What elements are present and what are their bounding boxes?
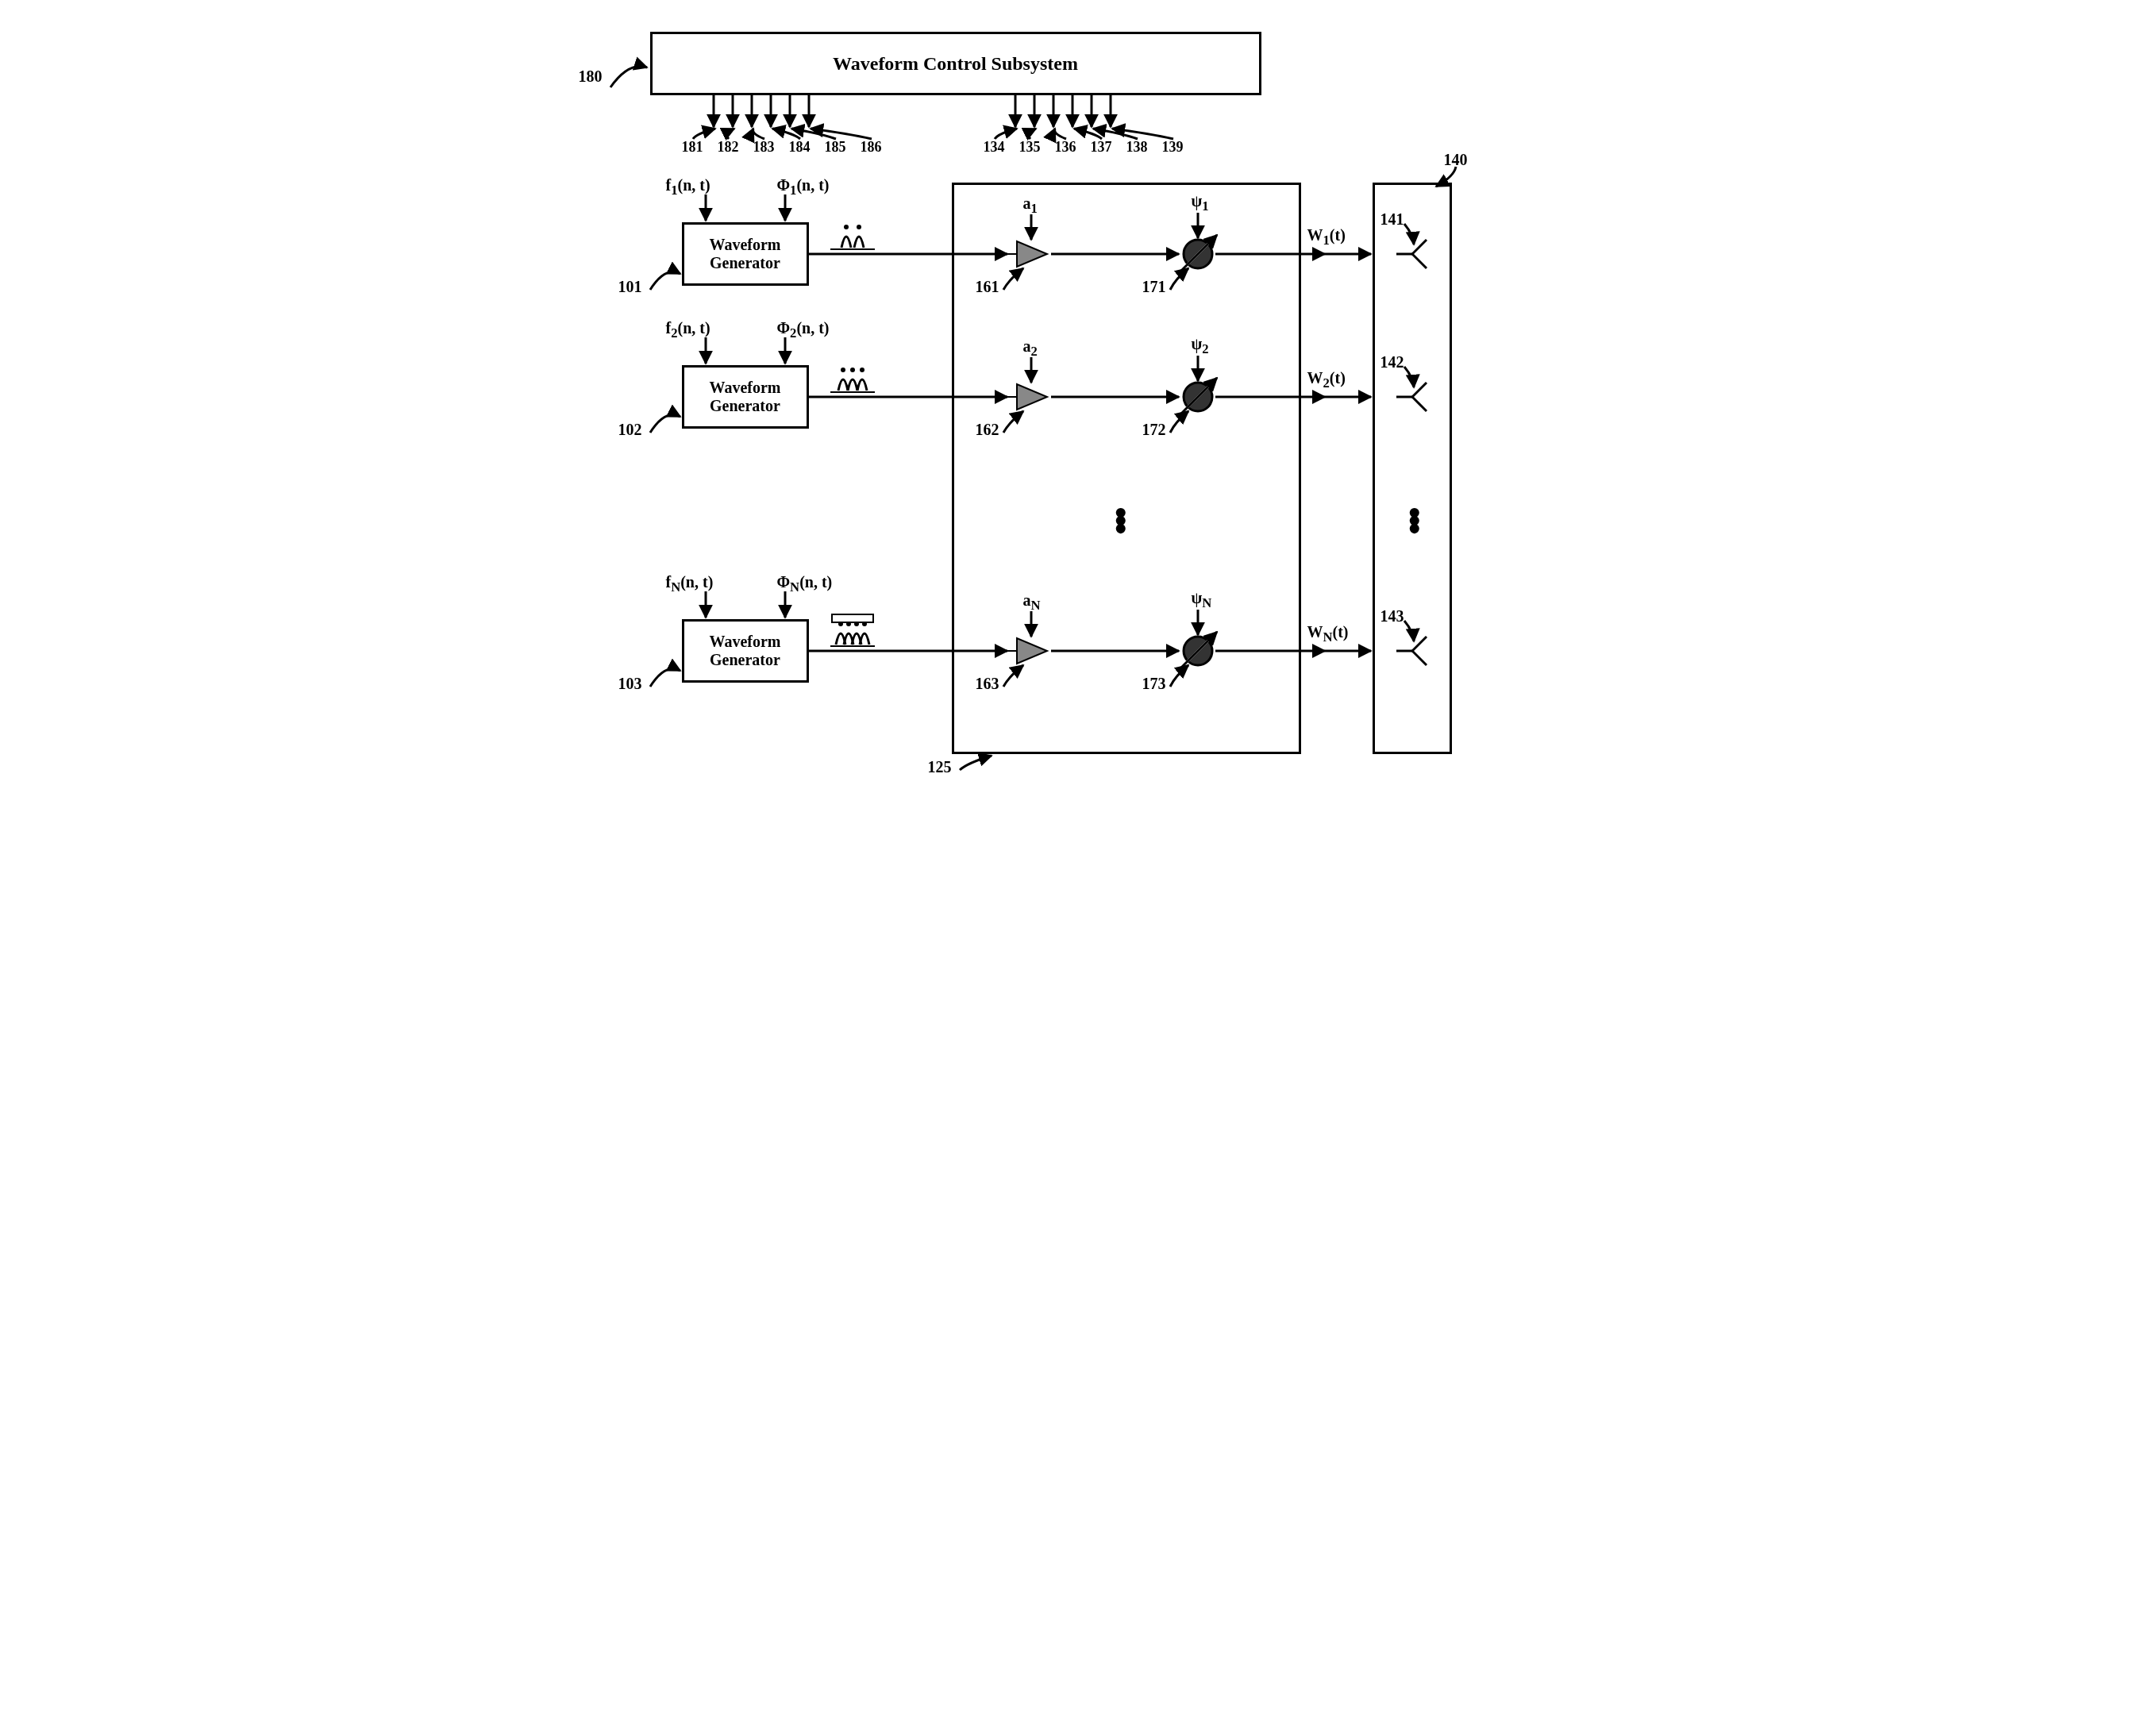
- svg-point-58: [862, 622, 867, 626]
- svg-point-55: [838, 622, 843, 626]
- svg-point-15: [844, 225, 849, 229]
- svg-point-34: [841, 368, 845, 372]
- svg-rect-54: [832, 614, 873, 622]
- svg-point-16: [857, 225, 861, 229]
- svg-point-36: [860, 368, 864, 372]
- svg-point-56: [846, 622, 851, 626]
- svg-point-35: [850, 368, 855, 372]
- svg-point-57: [854, 622, 859, 626]
